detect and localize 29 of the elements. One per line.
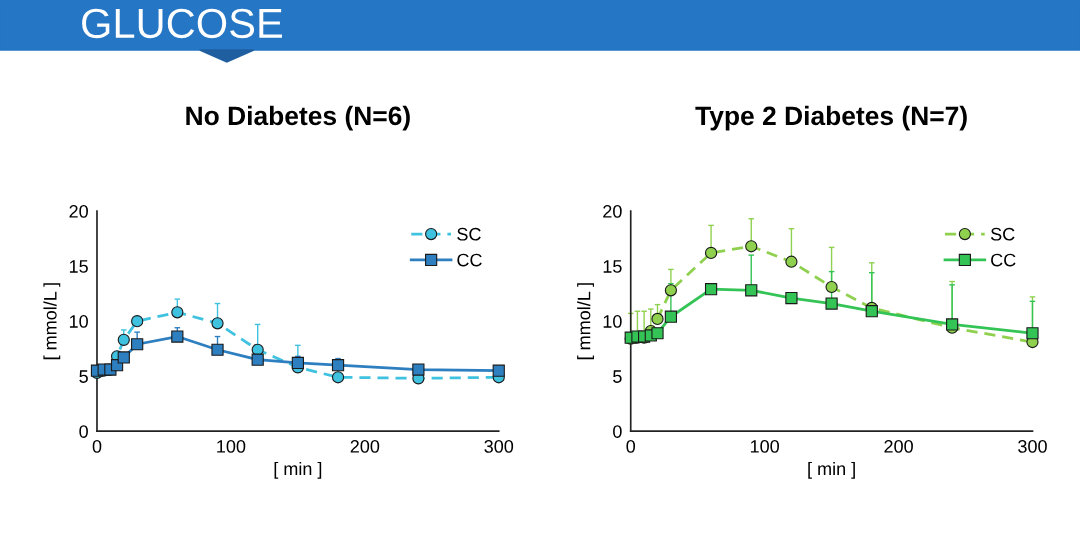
x-tick-label: 0 [92, 440, 102, 453]
y-tick-label: 5 [613, 370, 622, 383]
legend-label: SC [990, 227, 1015, 241]
x-tick-label: 100 [750, 440, 779, 453]
y-tick-label: 20 [603, 205, 622, 218]
text: GLUCOSE [82, 8, 282, 39]
x-tick-label: 100 [217, 440, 246, 453]
y-tick-label: 0 [613, 425, 622, 438]
chart-title: Type 2 Diabetes (N=7) [695, 105, 967, 131]
legend-label: SC [457, 227, 481, 241]
x-tick-label: 300 [1018, 440, 1047, 453]
x-axis-title: [ min ] [274, 461, 322, 479]
y-tick-label: 20 [69, 205, 88, 218]
x-axis-title: [ min ] [808, 461, 855, 479]
legend-label: CC [991, 253, 1016, 267]
x-tick-label: 300 [484, 440, 514, 453]
x-tick-label: 200 [350, 440, 380, 453]
x-tick-label: 0 [626, 440, 636, 453]
y-tick-label: 15 [69, 260, 88, 273]
y-tick-label: 0 [79, 425, 88, 438]
y-axis-title: [ mmol/L ] [577, 283, 594, 360]
x-tick-label: 200 [884, 440, 913, 453]
legend-label: CC [457, 253, 482, 267]
y-axis-title: [ mmol/L ] [43, 283, 61, 360]
y-tick-label: 15 [603, 260, 622, 273]
y-tick-label: 10 [69, 315, 88, 328]
y-tick-label: 10 [603, 315, 622, 328]
y-tick-label: 5 [79, 370, 88, 383]
chart-title: No Diabetes (N=6) [186, 105, 410, 131]
